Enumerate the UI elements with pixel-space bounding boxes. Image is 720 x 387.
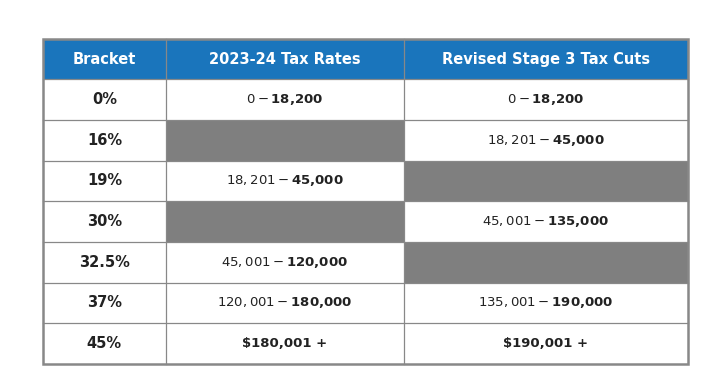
Text: $18,201 - $45,000: $18,201 - $45,000 bbox=[487, 133, 605, 148]
Text: 45%: 45% bbox=[87, 336, 122, 351]
Bar bbox=[404, 161, 688, 201]
Text: $135,001 - $190,000: $135,001 - $190,000 bbox=[478, 295, 613, 310]
Bar bbox=[43, 161, 166, 201]
Text: Revised Stage 3 Tax Cuts: Revised Stage 3 Tax Cuts bbox=[442, 51, 650, 67]
Text: $45,001 - $135,000: $45,001 - $135,000 bbox=[482, 214, 609, 229]
Text: 30%: 30% bbox=[87, 214, 122, 229]
Bar bbox=[166, 201, 404, 242]
Text: $18,201 - $45,000: $18,201 - $45,000 bbox=[226, 173, 343, 188]
Bar bbox=[404, 79, 688, 120]
Text: 32.5%: 32.5% bbox=[79, 255, 130, 270]
Text: 2023-24 Tax Rates: 2023-24 Tax Rates bbox=[209, 51, 361, 67]
Bar bbox=[166, 79, 404, 120]
Bar bbox=[166, 120, 404, 161]
Bar bbox=[404, 283, 688, 323]
Text: 16%: 16% bbox=[87, 133, 122, 148]
Bar bbox=[166, 39, 404, 79]
Text: 0%: 0% bbox=[92, 92, 117, 107]
Bar bbox=[43, 323, 166, 364]
Bar bbox=[43, 39, 688, 364]
Bar bbox=[404, 120, 688, 161]
Text: $120,001 - $180,000: $120,001 - $180,000 bbox=[217, 295, 353, 310]
Text: $45,001 - $120,000: $45,001 - $120,000 bbox=[221, 255, 348, 270]
Text: Bracket: Bracket bbox=[73, 51, 136, 67]
Bar bbox=[43, 79, 166, 120]
Bar bbox=[404, 242, 688, 283]
Bar bbox=[43, 39, 166, 79]
Bar bbox=[404, 39, 688, 79]
Text: 37%: 37% bbox=[87, 295, 122, 310]
Bar bbox=[166, 283, 404, 323]
Bar bbox=[43, 201, 166, 242]
Text: $180,001 +: $180,001 + bbox=[243, 337, 328, 350]
Bar bbox=[43, 242, 166, 283]
Text: $190,001 +: $190,001 + bbox=[503, 337, 588, 350]
Bar bbox=[43, 283, 166, 323]
Bar bbox=[43, 120, 166, 161]
Bar bbox=[166, 323, 404, 364]
Text: $0 - $18,200: $0 - $18,200 bbox=[246, 92, 323, 107]
Bar bbox=[166, 161, 404, 201]
Bar bbox=[166, 242, 404, 283]
Text: 19%: 19% bbox=[87, 173, 122, 188]
Text: $0 - $18,200: $0 - $18,200 bbox=[507, 92, 585, 107]
Bar bbox=[404, 201, 688, 242]
Bar bbox=[404, 323, 688, 364]
